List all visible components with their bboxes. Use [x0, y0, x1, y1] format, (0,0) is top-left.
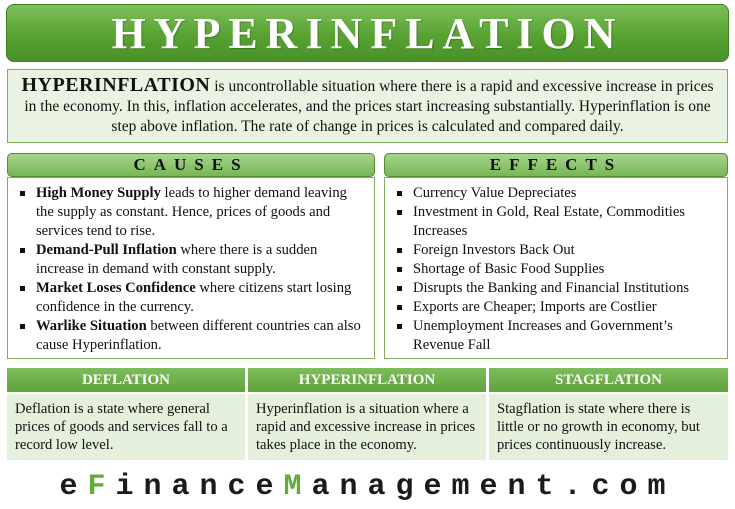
title-banner: HYPERINFLATION	[6, 4, 729, 62]
effect-text: Shortage of Basic Food Supplies	[413, 261, 605, 277]
bullet-icon	[397, 210, 402, 215]
deflation-heading-label: DEFLATION	[81, 371, 171, 388]
intro-box: HYPERINFLATION is uncontrollable situati…	[7, 69, 728, 143]
bullet-icon	[397, 324, 402, 329]
stagflation-definition: Stagflation is state where there is litt…	[489, 394, 728, 460]
effect-text: Exports are Cheaper; Imports are Costlie…	[413, 299, 657, 315]
effects-heading: EFFECTS	[384, 153, 728, 177]
bullet-icon	[397, 305, 402, 310]
hyperinflation-heading: HYPERINFLATION	[248, 368, 486, 392]
brand-part: e	[59, 470, 88, 504]
hyperinflation-text: Hyperinflation is a situation where a ra…	[256, 401, 476, 453]
cause-title: Market Loses Confidence	[36, 280, 196, 296]
causes-heading: CAUSES	[7, 153, 375, 177]
page-title: HYPERINFLATION	[111, 8, 624, 58]
bullet-icon	[397, 286, 402, 291]
stagflation-heading: STAGFLATION	[489, 368, 728, 392]
intro-text: is uncontrollable situation where there …	[24, 78, 714, 135]
bullet-icon	[20, 286, 25, 291]
bullet-icon	[397, 267, 402, 272]
stagflation-text: Stagflation is state where there is litt…	[497, 401, 700, 453]
list-item: Foreign Investors Back Out	[395, 241, 719, 260]
effect-text: Foreign Investors Back Out	[413, 242, 575, 258]
cause-text: between different countries can also cau…	[36, 318, 361, 353]
cause-text: where there is a sudden increase in dema…	[36, 242, 318, 277]
causes-panel: High Money Supply leads to higher demand…	[7, 177, 375, 359]
cause-text: leads to higher demand leaving the suppl…	[36, 185, 347, 239]
brand-part: inance	[115, 470, 284, 504]
deflation-heading: DEFLATION	[7, 368, 245, 392]
causes-heading-label: CAUSES	[133, 155, 249, 174]
list-item: Exports are Cheaper; Imports are Costlie…	[395, 298, 719, 317]
list-item: Investment in Gold, Real Estate, Commodi…	[395, 203, 719, 241]
brand-accent: M	[283, 470, 312, 504]
cause-title: Demand-Pull Inflation	[36, 242, 177, 258]
list-item: Unemployment Increases and Government’s …	[395, 317, 719, 355]
bullet-icon	[20, 324, 25, 329]
effect-text: Currency Value Depreciates	[413, 185, 577, 201]
list-item: High Money Supply leads to higher demand…	[18, 184, 366, 241]
causes-list: High Money Supply leads to higher demand…	[18, 184, 366, 355]
bullet-icon	[397, 191, 402, 196]
list-item: Currency Value Depreciates	[395, 184, 719, 203]
list-item: Market Loses Confidence where citizens s…	[18, 279, 366, 317]
effects-panel: Currency Value Depreciates Investment in…	[384, 177, 728, 359]
deflation-text: Deflation is a state where general price…	[15, 401, 228, 453]
cause-title: High Money Supply	[36, 185, 161, 201]
effect-text: Disrupts the Banking and Financial Insti…	[413, 280, 690, 296]
brand-accent: F	[87, 470, 116, 504]
stagflation-heading-label: STAGFLATION	[555, 371, 662, 388]
intro-lead: HYPERINFLATION	[21, 74, 211, 96]
effect-text: Unemployment Increases and Government’s …	[413, 318, 673, 353]
bullet-icon	[20, 191, 25, 196]
cause-text: where citizens start losing confidence i…	[36, 280, 352, 315]
hyperinflation-heading-label: HYPERINFLATION	[298, 371, 436, 388]
list-item: Demand-Pull Inflation where there is a s…	[18, 241, 366, 279]
effects-list: Currency Value Depreciates Investment in…	[395, 184, 719, 355]
cause-title: Warlike Situation	[36, 318, 147, 334]
deflation-definition: Deflation is a state where general price…	[7, 394, 245, 460]
list-item: Disrupts the Banking and Financial Insti…	[395, 279, 719, 298]
bullet-icon	[20, 248, 25, 253]
effect-text: Investment in Gold, Real Estate, Commodi…	[413, 204, 685, 239]
list-item: Shortage of Basic Food Supplies	[395, 260, 719, 279]
hyperinflation-definition: Hyperinflation is a situation where a ra…	[248, 394, 486, 460]
bullet-icon	[397, 248, 402, 253]
list-item: Warlike Situation between different coun…	[18, 317, 366, 355]
effects-heading-label: EFFECTS	[489, 155, 623, 174]
brand-part: anagement.com	[311, 470, 676, 504]
